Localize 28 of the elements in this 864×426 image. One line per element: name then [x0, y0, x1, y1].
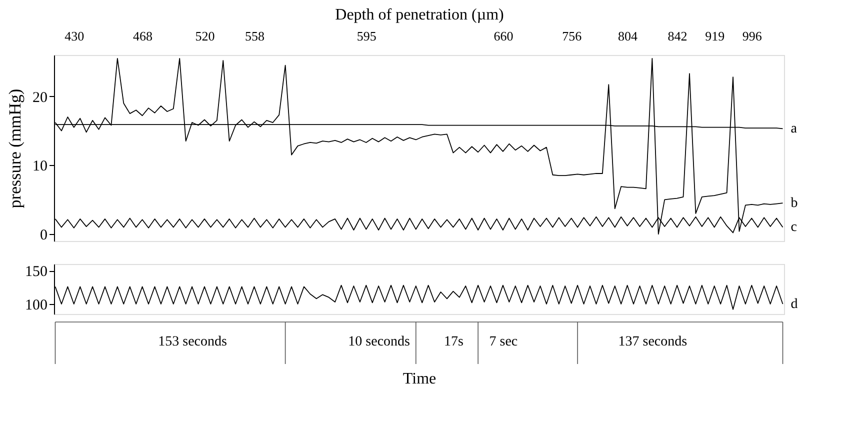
x-tick-label: 842 — [668, 28, 688, 44]
x-tick-label: 520 — [195, 28, 215, 44]
series-label: a — [790, 122, 798, 137]
x-tick-label: 153 seconds — [158, 334, 227, 350]
x-tick-label: 756 — [562, 28, 582, 44]
x-tick-label: 804 — [618, 28, 638, 44]
y-tick-label: 0 — [40, 228, 48, 244]
series-label: b — [790, 196, 798, 212]
y-tick-label: 20 — [32, 90, 48, 106]
x-tick-label: 919 — [705, 28, 725, 44]
x-tick-label: 468 — [133, 28, 153, 44]
x-tick-label: 996 — [742, 28, 762, 44]
y-tick-label: 10 — [32, 158, 48, 175]
y-tick-label: 100 — [25, 298, 48, 314]
x-tick-label: 595 — [356, 28, 376, 44]
series-label: c — [790, 220, 797, 236]
y-axis-title: pressure (mmHg) — [6, 88, 24, 208]
x-axis-title: Time — [402, 370, 436, 388]
x-tick-label: 660 — [494, 28, 514, 44]
x-tick-label: 17s — [444, 334, 464, 350]
series-label: d — [790, 297, 798, 312]
x-tick-label: 7 sec — [489, 334, 518, 350]
x2-axis-title: Depth of penetration (µm) — [335, 6, 504, 24]
x-tick-label: 10 seconds — [348, 334, 410, 350]
y-tick-label: 150 — [25, 264, 48, 280]
x-tick-label: 430 — [64, 28, 84, 44]
x-tick-label: 558 — [244, 28, 264, 44]
x-tick-label: 137 seconds — [618, 334, 688, 350]
